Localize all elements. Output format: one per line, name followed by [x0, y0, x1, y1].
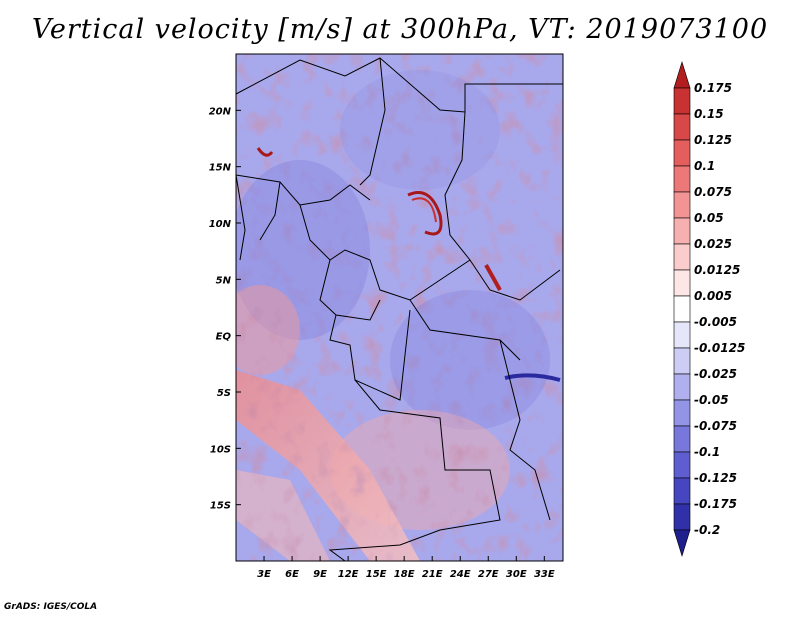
y-axis: 20N 15N 10N 5N EQ 5S 10S 15S [209, 106, 241, 512]
velocity-field [236, 54, 563, 561]
colorbar-swatch [673, 347, 691, 375]
colorbar-top-arrow [673, 60, 691, 89]
colorbar-label: -0.005 [694, 315, 737, 329]
x-axis: 3E 6E 9E 12E 15E 18E 21E 24E 27E 30E 33E [257, 556, 555, 580]
colorbar-label: -0.125 [694, 471, 737, 485]
colorbar-swatch [673, 503, 691, 531]
x-tick-label: 27E [478, 569, 499, 580]
colorbar-swatch [673, 217, 691, 245]
x-tick-label: 12E [338, 569, 359, 580]
x-tick-label: 33E [534, 569, 555, 580]
colorbar-label: 0.005 [694, 289, 732, 303]
colorbar-swatch [673, 165, 691, 193]
x-tick-label: 21E [422, 569, 443, 580]
colorbar-label: 0.125 [694, 133, 732, 147]
colorbar-label: -0.075 [694, 419, 737, 433]
colorbar-label: -0.2 [694, 523, 720, 537]
chart-title: Vertical velocity [m/s] at 300hPa, VT: 2… [31, 14, 769, 45]
x-tick-label: 24E [450, 569, 471, 580]
colorbar-label: -0.1 [694, 445, 720, 459]
colorbar-swatch [673, 87, 691, 115]
y-tick-label: 20N [209, 106, 232, 117]
colorbar-swatch [673, 295, 691, 323]
x-tick-label: 15E [366, 569, 387, 580]
colorbar-swatch [673, 373, 691, 401]
colorbar-label: -0.175 [694, 497, 737, 511]
colorbar-label: -0.025 [694, 367, 737, 381]
colorbar-label: 0.175 [694, 81, 732, 95]
colorbar-bottom-arrow [673, 529, 691, 558]
colorbar-swatch [673, 139, 691, 167]
x-tick-label: 3E [257, 569, 271, 580]
colorbar-swatch [673, 269, 691, 297]
colorbar-label: -0.05 [694, 393, 729, 407]
y-tick-label: 10S [210, 444, 231, 455]
colorbar-label: 0.05 [694, 211, 724, 225]
map-frame [235, 53, 564, 562]
colorbar-label: 0.0125 [694, 263, 740, 277]
colorbar-swatch [673, 399, 691, 427]
colorbar: 0.175 0.15 0.125 0.1 0.075 0.05 0.025 0.0125 0.0… [673, 60, 745, 558]
colorbar-label: 0.1 [694, 159, 715, 173]
colorbar-swatch [673, 451, 691, 479]
x-tick-label: 18E [394, 569, 415, 580]
colorbar-label: 0.025 [694, 237, 732, 251]
y-tick-label: 10N [209, 219, 232, 230]
colorbar-swatch [673, 477, 691, 505]
y-tick-label: 15N [209, 163, 232, 174]
y-tick-label: 5S [217, 388, 231, 399]
x-tick-label: 9E [313, 569, 327, 580]
y-tick-label: 15S [210, 501, 231, 512]
colorbar-swatch [673, 425, 691, 453]
x-tick-label: 30E [506, 569, 527, 580]
colorbar-label: 0.075 [694, 185, 732, 199]
colorbar-swatch [673, 243, 691, 271]
y-tick-label: EQ [216, 332, 232, 343]
y-tick-label: 5N [216, 275, 232, 286]
x-tick-label: 6E [285, 569, 299, 580]
colorbar-swatch [673, 113, 691, 141]
colorbar-label: -0.0125 [694, 341, 745, 355]
grads-credit: GrADS: IGES/COLA [4, 602, 98, 612]
colorbar-swatch [673, 321, 691, 349]
colorbar-swatch [673, 191, 691, 219]
colorbar-label: 0.15 [694, 107, 724, 121]
